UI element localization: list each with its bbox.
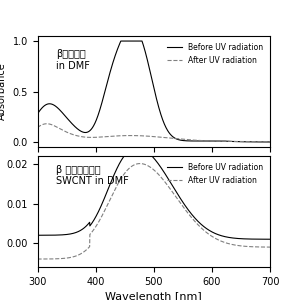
- After UV radiation: [196, 222, 199, 226]
- Text: βカロテン
in DMF: βカロテン in DMF: [56, 49, 90, 71]
- After UV radiation: [196, 139, 199, 142]
- After UV radiation: [138, 162, 142, 165]
- Before UV radiation: [138, 39, 142, 43]
- X-axis label: Wavelength [nm]: Wavelength [nm]: [105, 292, 202, 300]
- After UV radiation: [217, 140, 221, 143]
- Before UV radiation: [217, 139, 221, 143]
- After UV radiation: [130, 134, 134, 137]
- After UV radiation: [36, 257, 39, 261]
- After UV radiation: [59, 257, 63, 260]
- After UV radiation: [130, 165, 133, 168]
- Line: After UV radiation: After UV radiation: [38, 164, 270, 259]
- Legend: Before UV radiation, After UV radiation: Before UV radiation, After UV radiation: [164, 40, 266, 68]
- Y-axis label: Absorbance: Absorbance: [0, 63, 7, 120]
- Before UV radiation: [122, 154, 126, 158]
- Before UV radiation: [130, 39, 134, 43]
- After UV radiation: [221, 240, 225, 244]
- Before UV radiation: [138, 154, 142, 158]
- Y-axis label: Absorbance: Absorbance: [0, 183, 1, 240]
- Before UV radiation: [221, 234, 225, 238]
- Before UV radiation: [59, 233, 63, 237]
- After UV radiation: [60, 128, 63, 131]
- Before UV radiation: [196, 219, 199, 223]
- After UV radiation: [138, 162, 142, 165]
- After UV radiation: [45, 122, 49, 125]
- Before UV radiation: [36, 233, 39, 237]
- Before UV radiation: [59, 110, 63, 113]
- After UV radiation: [138, 134, 142, 137]
- Before UV radiation: [268, 140, 272, 144]
- Before UV radiation: [36, 112, 39, 116]
- Before UV radiation: [196, 139, 199, 143]
- Legend: Before UV radiation, After UV radiation: Before UV radiation, After UV radiation: [164, 160, 266, 188]
- After UV radiation: [221, 140, 225, 143]
- Line: Before UV radiation: Before UV radiation: [38, 156, 270, 239]
- Line: After UV radiation: After UV radiation: [38, 124, 270, 142]
- Before UV radiation: [217, 233, 221, 237]
- Before UV radiation: [119, 39, 123, 43]
- Before UV radiation: [268, 237, 272, 241]
- After UV radiation: [217, 238, 221, 242]
- Before UV radiation: [130, 154, 134, 158]
- Text: β カロテン内包
SWCNT in DMF: β カロテン内包 SWCNT in DMF: [56, 165, 129, 186]
- Before UV radiation: [221, 139, 225, 143]
- Line: Before UV radiation: Before UV radiation: [38, 41, 270, 142]
- After UV radiation: [36, 126, 39, 129]
- After UV radiation: [268, 140, 272, 143]
- After UV radiation: [268, 245, 272, 249]
